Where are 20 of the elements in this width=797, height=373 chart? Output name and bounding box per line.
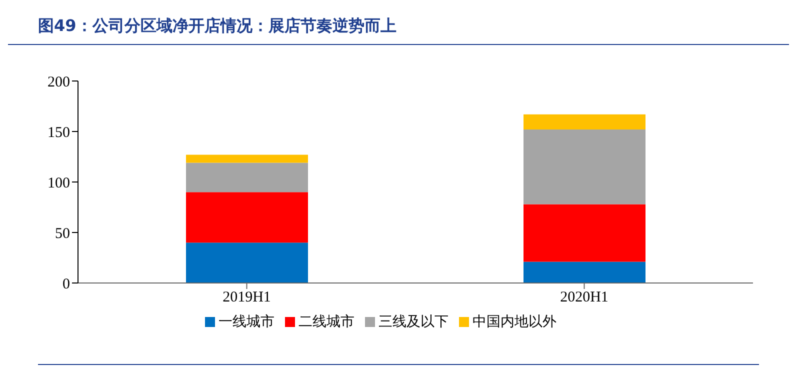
x-tick-label: 2020H1 [560,290,608,306]
legend-label: 二线城市 [298,314,354,330]
chart-title: 图49：公司分区域净开店情况：展店节奏逆势而上 [8,8,789,45]
bar [186,242,308,283]
bar [524,129,646,204]
y-tick-label: 50 [55,226,70,242]
bar [186,192,308,243]
legend-label: 一线城市 [218,314,274,330]
x-tick-label: 2019H1 [222,290,271,306]
bar [524,204,646,262]
bar [186,162,308,192]
y-tick-label: 200 [48,74,70,90]
y-tick-label: 150 [48,124,70,141]
legend-label: 中国内地以外 [472,314,556,330]
bar [186,154,308,163]
y-tick-label: 100 [48,175,70,192]
legend-label: 三线及以下 [378,314,448,330]
bar [524,262,646,283]
y-tick-label: 0 [62,276,70,292]
bar [524,114,646,130]
